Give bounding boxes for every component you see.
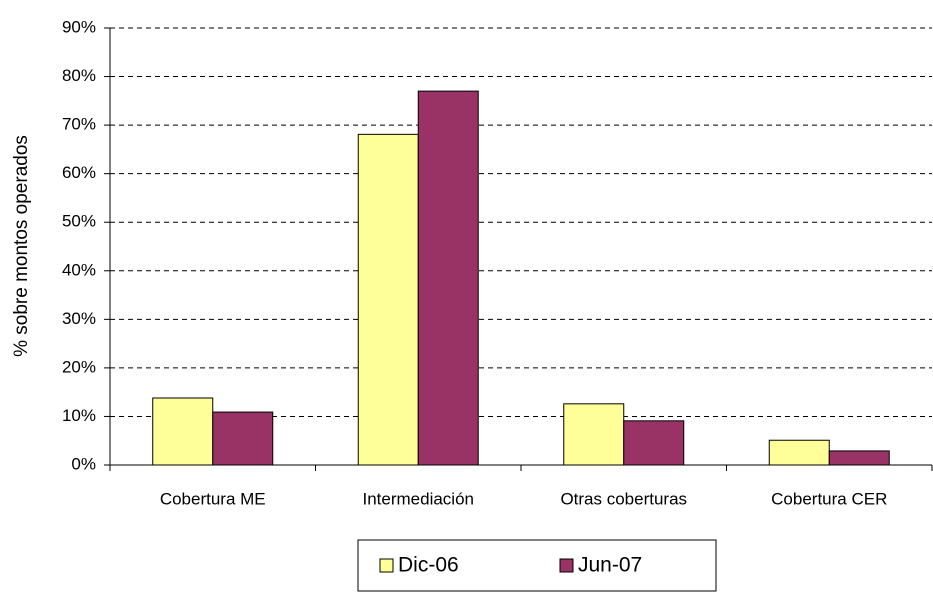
x-tick-label: Otras coberturas	[560, 489, 687, 508]
legend-label: Jun-07	[578, 554, 642, 577]
y-tick-label: 0%	[71, 454, 96, 473]
x-tick-label: Cobertura CER	[771, 489, 887, 508]
legend-swatch	[379, 558, 394, 573]
y-tick-label: 70%	[62, 115, 96, 134]
y-tick-label: 80%	[62, 66, 96, 85]
bar	[152, 397, 214, 466]
bar	[563, 403, 625, 466]
bar	[417, 90, 479, 466]
bar	[623, 420, 685, 466]
legend-label: Dic-06	[398, 554, 459, 577]
y-tick-label: 90%	[62, 17, 96, 36]
bar	[768, 439, 830, 466]
y-axis-label: % sobre montos operados	[11, 135, 32, 357]
y-tick-label: 30%	[62, 309, 96, 328]
x-tick-label: Intermediación	[362, 489, 474, 508]
y-tick-label: 40%	[62, 260, 96, 279]
bar	[212, 411, 274, 466]
x-tick-label: Cobertura ME	[160, 489, 266, 508]
legend-box	[357, 539, 717, 592]
y-tick-label: 20%	[62, 357, 96, 376]
y-tick-label: 50%	[62, 212, 96, 231]
y-tick-label: 60%	[62, 163, 96, 182]
y-tick-label: 10%	[62, 406, 96, 425]
bar	[357, 133, 419, 466]
bar	[828, 450, 890, 466]
legend-swatch	[559, 558, 574, 573]
